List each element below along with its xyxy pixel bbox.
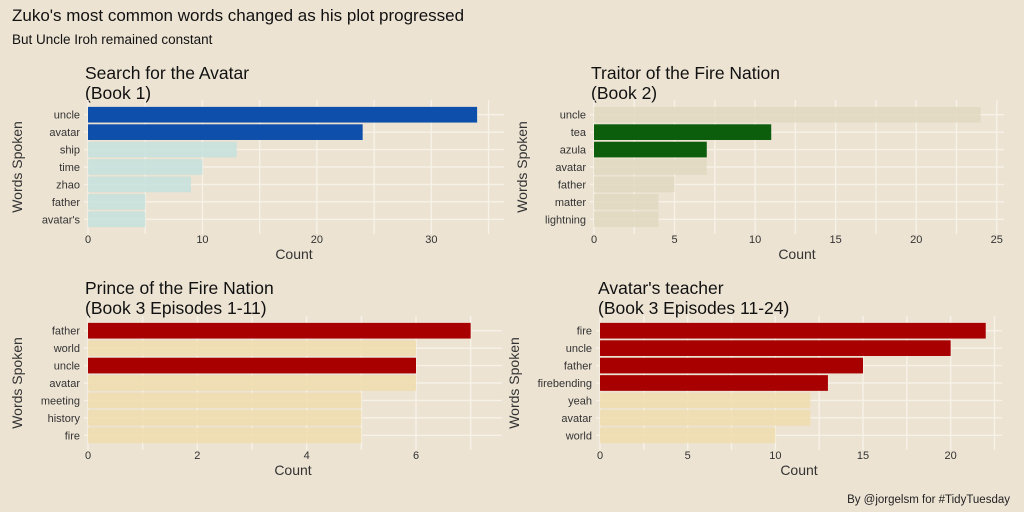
book3a-x-tick-label: 0 (85, 450, 91, 462)
book1-x-tick-label: 0 (85, 234, 91, 246)
book2-x-tick-label: 20 (910, 234, 922, 246)
main-subtitle: But Uncle Iroh remained constant (12, 32, 213, 47)
book3b-bar-father (600, 357, 863, 374)
book2-x-tick-label: 15 (830, 234, 842, 246)
book3a-x-tick-label: 4 (304, 450, 310, 462)
book3b-bar-uncle (600, 340, 951, 356)
book3b-category-label: world (565, 430, 592, 442)
book2-y-axis-title: Words Spoken (514, 121, 530, 213)
panel-title-book3b-line1: Avatar's teacher (598, 278, 724, 298)
panel-title-book2-line1: Traitor of the Fire Nation (591, 63, 781, 83)
panel-title-book1-line2: (Book 1) (85, 83, 152, 103)
book1-bar-avatars (88, 211, 146, 228)
book2-bar-avatar (594, 159, 707, 175)
book1-x-tick-label: 30 (425, 234, 437, 246)
book3b-category-label: yeah (568, 395, 592, 407)
book3b-bar-world (600, 427, 776, 444)
book3b-bar-avatar (600, 410, 811, 426)
book1-category-label: avatar's (42, 214, 81, 226)
book3a-category-label: uncle (54, 361, 80, 373)
book3b-bar-firebending (600, 375, 828, 391)
book2-x-axis-title: Count (778, 246, 815, 262)
book1-x-tick-label: 10 (196, 234, 208, 246)
book2-category-label: tea (571, 127, 587, 139)
book1-bar-time (88, 159, 203, 175)
book2-bar-matter (594, 194, 659, 210)
book3a-x-axis-title: Count (274, 462, 311, 478)
book3b-bar-fire (600, 322, 986, 339)
book2-category-label: lightning (545, 214, 586, 226)
book2-category-label: uncle (560, 110, 586, 122)
book3b-category-label: firebending (538, 378, 592, 390)
book1-bar-uncle (88, 106, 478, 123)
book2-x-tick-label: 25 (991, 234, 1003, 246)
book3b-x-axis-title: Count (780, 462, 817, 478)
book3a-y-axis-title: Words Spoken (9, 337, 25, 429)
book3a-category-label: world (53, 343, 80, 355)
book2-category-label: father (558, 179, 586, 191)
panel-title-book1: Search for the Avatar (Book 1) (85, 63, 249, 103)
book2-bar-father (594, 176, 675, 193)
panel-title-book1-line1: Search for the Avatar (85, 63, 250, 83)
panel-title-book3a-line2: (Book 3 Episodes 1-11) (85, 298, 267, 318)
book3a-x-tick-label: 2 (194, 450, 200, 462)
book2-bar-uncle (594, 106, 981, 123)
book1-category-label: ship (60, 145, 80, 157)
book2-x-tick-label: 5 (671, 234, 677, 246)
book1-category-label: father (52, 197, 80, 209)
panel-title-book3a-line1: Prince of the Fire Nation (85, 278, 274, 298)
book3b-category-label: father (564, 361, 592, 373)
book3b-category-label: avatar (561, 413, 592, 425)
book2-bar-lightning (594, 211, 659, 228)
book3a-category-label: father (52, 326, 80, 338)
book1-y-axis-title: Words Spoken (9, 121, 25, 213)
book3a-bar-father (88, 322, 471, 339)
book2-bar-tea (594, 124, 772, 140)
book3a-bar-avatar (88, 375, 416, 391)
book3a-bar-meeting (88, 392, 362, 409)
book3a-bar-world (88, 340, 416, 356)
book2-category-label: azula (560, 145, 587, 157)
book3b-bar-yeah (600, 392, 811, 409)
book1-x-tick-label: 20 (311, 234, 323, 246)
panel-title-book2-line2: (Book 2) (591, 83, 658, 103)
book1-x-axis-title: Count (275, 246, 312, 262)
book1-bar-ship (88, 141, 237, 158)
panel-title-book2: Traitor of the Fire Nation (Book 2) (591, 63, 780, 103)
book3b-y-axis-title: Words Spoken (506, 337, 522, 429)
book3a-category-label: meeting (41, 395, 80, 407)
book3a-category-label: history (48, 413, 81, 425)
book2-category-label: avatar (555, 162, 586, 174)
book3a-bar-uncle (88, 357, 416, 374)
book1-bar-father (88, 194, 146, 210)
book3b-x-tick-label: 5 (685, 450, 691, 462)
book3b-category-label: uncle (566, 343, 592, 355)
book2-bar-azula (594, 141, 707, 158)
book3b-x-tick-label: 15 (857, 450, 869, 462)
panel-title-book3b: Avatar's teacher (Book 3 Episodes 11-24) (598, 278, 789, 318)
book3b-x-tick-label: 20 (945, 450, 957, 462)
book3b-x-tick-label: 0 (597, 450, 603, 462)
book1-bar-avatar (88, 124, 363, 140)
book2-category-label: matter (555, 197, 587, 209)
book3a-category-label: fire (65, 430, 80, 442)
book3a-bar-fire (88, 427, 362, 444)
book3a-bar-history (88, 410, 362, 426)
book1-bar-zhao (88, 176, 191, 193)
book1-category-label: zhao (56, 179, 80, 191)
book3a-category-label: avatar (49, 378, 80, 390)
book1-category-label: time (59, 162, 80, 174)
panel-title-book3b-line2: (Book 3 Episodes 11-24) (598, 298, 790, 318)
book1-category-label: avatar (49, 127, 80, 139)
book2-x-tick-label: 10 (749, 234, 761, 246)
book1-category-label: uncle (54, 110, 80, 122)
book2-x-tick-label: 0 (591, 234, 597, 246)
caption: By @jorgelsm for #TidyTuesday (847, 494, 1010, 506)
book3a-x-tick-label: 6 (413, 450, 419, 462)
book3b-category-label: fire (577, 326, 592, 338)
main-title: Zuko's most common words changed as his … (12, 6, 465, 25)
book3b-x-tick-label: 10 (769, 450, 781, 462)
panel-title-book3a: Prince of the Fire Nation (Book 3 Episod… (85, 278, 274, 318)
